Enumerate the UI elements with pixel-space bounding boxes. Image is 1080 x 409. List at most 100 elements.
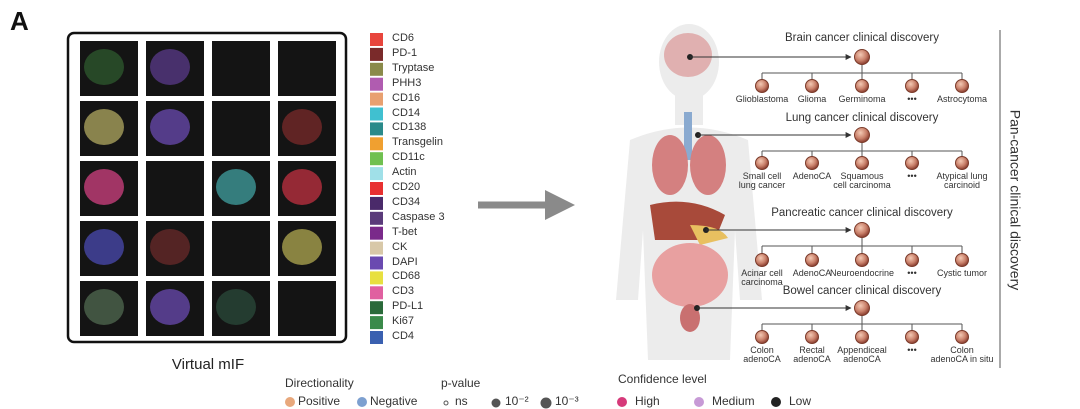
child-node xyxy=(755,156,769,170)
child-label: Atypical lung carcinoid xyxy=(936,171,988,191)
section-title: Lung cancer clinical discovery xyxy=(785,112,939,124)
marker-label: CD11c xyxy=(392,151,425,164)
marker-swatch xyxy=(370,286,383,300)
child-node xyxy=(755,330,769,344)
mif-tile xyxy=(278,281,336,336)
marker-swatch xyxy=(370,62,383,76)
marker-label: CD16 xyxy=(392,91,421,104)
section-title: Bowel cancer clinical discovery xyxy=(782,285,942,297)
p-dot xyxy=(491,398,501,408)
child-label: Cystic tumor xyxy=(936,268,988,278)
child-node xyxy=(755,253,769,267)
marker-label: Actin xyxy=(392,166,417,179)
arrow-head xyxy=(545,190,575,220)
marker-swatch xyxy=(370,196,383,210)
marker-label: CD3 xyxy=(392,285,415,298)
marker-label: Tryptase xyxy=(392,61,435,74)
child-label: Acinar cell carcinoma xyxy=(741,268,783,288)
section-node xyxy=(854,127,870,143)
section-node xyxy=(854,49,870,65)
marker-label: CD6 xyxy=(392,32,415,44)
marker-swatch xyxy=(370,122,383,136)
child-node xyxy=(955,79,969,93)
mif-signal xyxy=(216,169,256,205)
marker-swatch xyxy=(370,256,383,270)
marker-label: PD-1 xyxy=(392,46,418,59)
child-node xyxy=(955,156,969,170)
mif-tile xyxy=(212,101,270,156)
marker-swatch xyxy=(370,241,383,255)
legend-dot xyxy=(617,397,627,407)
legend-title: Confidence level xyxy=(618,372,707,386)
legend-label: 10⁻² xyxy=(505,394,529,408)
child-label: Glioma xyxy=(797,94,827,104)
mif-signal xyxy=(282,169,322,205)
marker-label: CD20 xyxy=(392,181,421,193)
marker-label: CK xyxy=(392,240,408,253)
marker-swatch xyxy=(370,301,383,315)
child-node xyxy=(805,156,819,170)
mif-signal xyxy=(150,229,190,265)
child-label: Colon adenoCA xyxy=(743,345,781,365)
mif-tile xyxy=(212,221,270,276)
marker-label: Ki67 xyxy=(392,315,415,328)
mif-signal xyxy=(282,109,322,145)
marker-swatch xyxy=(370,331,383,344)
marker-label: CD4 xyxy=(392,330,415,342)
mif-signal xyxy=(84,169,124,205)
mif-signal xyxy=(150,49,190,85)
legend-title: p-value xyxy=(441,376,481,390)
legend-label: High xyxy=(635,394,660,408)
child-label: Colon adenoCA in situ xyxy=(930,345,994,365)
child-label: Glioblastoma xyxy=(735,94,789,104)
mif-signal xyxy=(84,229,124,265)
child-label: Rectal adenoCA xyxy=(793,345,831,365)
mif-tile xyxy=(212,41,270,96)
child-label: Astrocytoma xyxy=(936,94,988,104)
mif-caption: Virtual mIF xyxy=(171,356,245,373)
marker-swatch xyxy=(370,211,383,225)
mif-signal xyxy=(84,109,124,145)
marker-swatch xyxy=(370,226,383,240)
marker-label: CD34 xyxy=(392,195,421,208)
legend-label: Low xyxy=(789,394,812,408)
marker-swatch xyxy=(370,107,383,121)
legend-dot xyxy=(357,397,367,407)
mif-signal xyxy=(84,49,124,85)
marker-swatch xyxy=(370,92,383,106)
child-node xyxy=(905,253,919,267)
marker-label: T-bet xyxy=(392,225,418,238)
legend-dot xyxy=(694,397,704,407)
marker-swatch xyxy=(370,316,383,330)
marker-label: Transgelin xyxy=(392,136,443,149)
child-node xyxy=(805,253,819,267)
child-node xyxy=(905,79,919,93)
legend-title: Directionality xyxy=(285,376,354,390)
marker-swatch xyxy=(370,271,383,285)
marker-swatch xyxy=(370,137,383,151)
marker-swatch xyxy=(370,47,383,61)
child-node xyxy=(855,330,869,344)
child-node xyxy=(855,79,869,93)
mif-signal xyxy=(84,289,124,325)
legend-label: Positive xyxy=(298,394,341,408)
child-label: Neuroendocrine xyxy=(829,268,895,278)
mif-signal xyxy=(150,109,190,145)
section-node xyxy=(854,300,870,316)
child-node xyxy=(855,253,869,267)
child-node xyxy=(805,330,819,344)
mif-tile xyxy=(146,161,204,216)
legend-label: ns xyxy=(455,394,468,408)
child-node xyxy=(805,79,819,93)
child-label: AdenoCA xyxy=(792,268,832,278)
section-title: Pancreatic cancer clinical discovery xyxy=(771,207,953,219)
legend-dot xyxy=(285,397,295,407)
marker-label: CD138 xyxy=(392,121,427,134)
child-label: Small cell lung cancer xyxy=(738,171,786,191)
marker-label: Caspase 3 xyxy=(392,210,445,223)
mif-tile xyxy=(278,41,336,96)
panel-label: A xyxy=(10,6,29,36)
organs xyxy=(650,33,728,332)
